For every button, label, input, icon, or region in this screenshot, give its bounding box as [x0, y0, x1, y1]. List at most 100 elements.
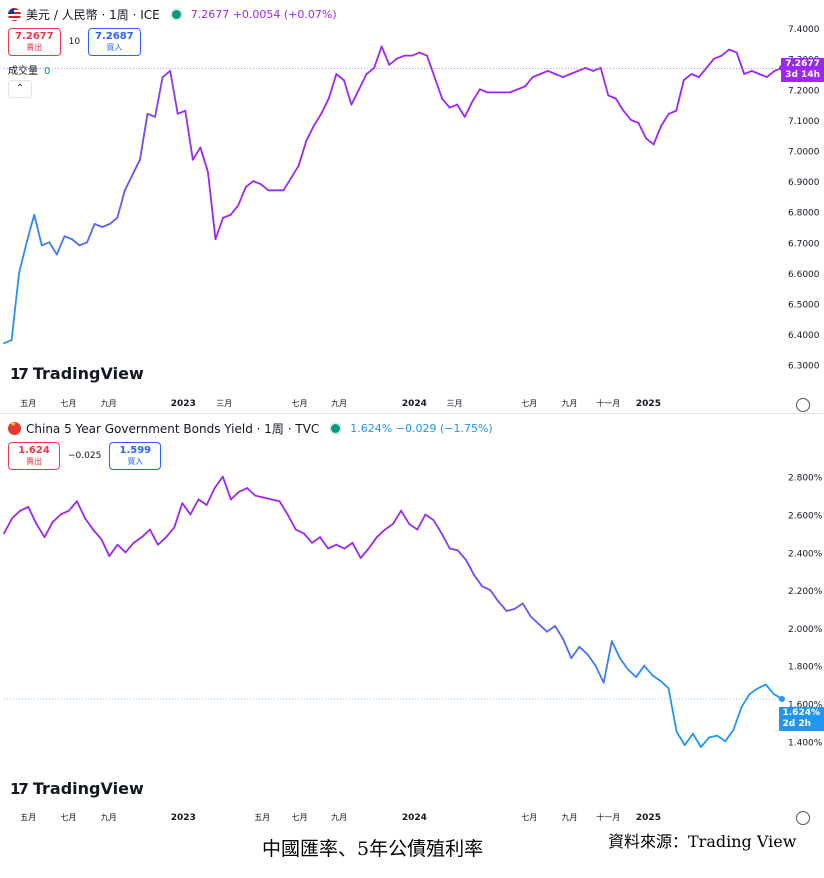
- y-tick-label: 7.1000: [788, 117, 820, 127]
- cn5y-chart-svg[interactable]: 2.800% 2.600% 2.400% 2.200% 2.000% 1.800% 1.60…: [0, 414, 824, 826]
- usdcny-chart-svg[interactable]: 7.40007.30007.20007.10007.00006.90006.80…: [0, 0, 824, 413]
- series-line-segment: [433, 76, 443, 100]
- x-tick-label: 2024: [402, 813, 427, 823]
- series-line-segment: [358, 73, 368, 91]
- cn5y-buy-value: 1.599: [119, 445, 152, 456]
- series-line-segment: [124, 541, 135, 554]
- series-line-segment: [610, 640, 621, 660]
- series-line-segment: [584, 66, 595, 72]
- cn5y-sell-button[interactable]: 1.624 賣出: [8, 442, 60, 470]
- series-line-segment: [594, 664, 605, 684]
- series-line-segment: [176, 109, 187, 115]
- series-line-segment: [758, 73, 768, 78]
- series-line-segment: [732, 706, 743, 731]
- series-line-segment: [698, 66, 708, 78]
- x-tick-label: 五月: [20, 813, 36, 822]
- series-line-segment: [675, 79, 685, 112]
- usdcny-price-badge: 7.2677 3d 14h: [781, 58, 824, 82]
- series-line-segment: [148, 528, 159, 546]
- series-line-segment: [426, 54, 436, 78]
- usdcny-legend: 美元 / 人民幣 · 1周 · ICE 7.2677 +0.0054 (+0.0…: [8, 6, 337, 23]
- cn5y-symbol[interactable]: China 5 Year Government Bonds Yield · 1周…: [26, 422, 320, 436]
- series-line-segment: [720, 48, 731, 57]
- collapse-legend-button[interactable]: ⌃: [8, 80, 32, 98]
- series-line-segment: [43, 521, 54, 539]
- series-line-segment: [213, 475, 224, 489]
- y-tick-label: 2.200%: [788, 587, 823, 597]
- usdcny-chart-panel: 7.40007.30007.20007.10007.00006.90006.80…: [0, 0, 824, 413]
- series-line-segment: [181, 502, 192, 516]
- series-line-segment: [302, 532, 313, 544]
- x-tick-label: 九月: [331, 399, 347, 408]
- x-tick-label: 九月: [331, 813, 347, 822]
- usdcny-sell-value: 7.2677: [15, 31, 54, 42]
- usdcny-symbol[interactable]: 美元 / 人民幣 · 1周 · ICE: [26, 8, 160, 22]
- series-line-segment: [660, 112, 670, 127]
- series-line-segment: [335, 543, 346, 550]
- usdcny-buy-value: 7.2687: [95, 31, 134, 42]
- series-line-segment: [320, 97, 330, 115]
- series-line-segment: [373, 45, 383, 69]
- series-line-segment: [290, 164, 300, 179]
- series-line-segment: [577, 66, 587, 72]
- cn5y-sell-value: 1.624: [18, 445, 50, 456]
- series-line-segment: [675, 730, 686, 746]
- series-line-segment: [546, 70, 557, 75]
- usdcny-buy-button[interactable]: 7.2687 買入: [88, 28, 141, 56]
- settings-gear-icon[interactable]: [796, 398, 810, 412]
- series-line-segment: [388, 57, 398, 66]
- series-line-segment: [690, 73, 700, 78]
- x-tick-label: 九月: [101, 813, 117, 822]
- y-tick-label: 1.400%: [788, 738, 823, 748]
- x-tick-label: 三月: [447, 399, 463, 408]
- series-line-segment: [27, 506, 38, 525]
- series-line-segment: [18, 241, 28, 274]
- cn5y-legend: China 5 Year Government Bonds Yield · 1周…: [8, 420, 493, 437]
- market-open-icon: [331, 424, 341, 433]
- series-line-segment: [100, 538, 111, 557]
- series-line-segment: [282, 177, 292, 192]
- series-line-segment: [418, 51, 428, 57]
- x-tick-label: 十一月: [596, 812, 620, 822]
- series-line-segment: [375, 528, 386, 539]
- series-line-segment: [651, 674, 662, 682]
- tradingview-mark-icon: 17: [10, 779, 29, 798]
- series-line-segment: [691, 732, 702, 748]
- y-tick-label: 6.9000: [788, 178, 820, 188]
- settings-gear-icon[interactable]: [796, 811, 810, 825]
- series-line-segment: [238, 487, 249, 493]
- series-line-segment: [735, 51, 746, 75]
- series-line-segment: [497, 600, 508, 612]
- cn5y-chart-panel: 2.800% 2.600% 2.400% 2.200% 2.000% 1.800% 1.60…: [0, 413, 824, 826]
- series-line-segment: [312, 112, 323, 127]
- series-line-segment: [286, 513, 297, 531]
- series-line-segment: [516, 85, 527, 91]
- series-line-segment: [351, 541, 362, 559]
- series-line-segment: [708, 734, 719, 739]
- series-line-segment: [35, 523, 46, 539]
- x-tick-label: 七月: [61, 399, 77, 408]
- series-line-segment: [713, 54, 723, 60]
- y-tick-label: 6.4000: [788, 331, 820, 341]
- last-point-marker: [779, 695, 785, 702]
- series-line-segment: [602, 640, 613, 684]
- tradingview-mark-icon: 17: [10, 364, 29, 383]
- cn5y-buy-button[interactable]: 1.599 買入: [109, 442, 162, 470]
- series-line-segment: [40, 241, 51, 247]
- series-line-segment: [489, 589, 500, 603]
- series-line-segment: [246, 487, 257, 497]
- series-line-segment: [554, 73, 564, 78]
- usdcny-sell-button[interactable]: 7.2677 賣出: [8, 28, 61, 56]
- series-line-segment: [3, 339, 13, 345]
- series-line-segment: [637, 122, 647, 140]
- series-line-segment: [165, 526, 176, 539]
- series-line-segment: [408, 523, 419, 531]
- series-line-segment: [278, 500, 289, 516]
- tradingview-watermark: TradingView: [32, 779, 144, 798]
- us-flag-icon: [8, 8, 21, 21]
- market-open-icon: [171, 10, 181, 19]
- x-tick-label: 七月: [292, 399, 308, 408]
- series-line-segment: [380, 45, 391, 66]
- series-line-segment: [383, 523, 394, 531]
- series-line-segment: [750, 70, 761, 75]
